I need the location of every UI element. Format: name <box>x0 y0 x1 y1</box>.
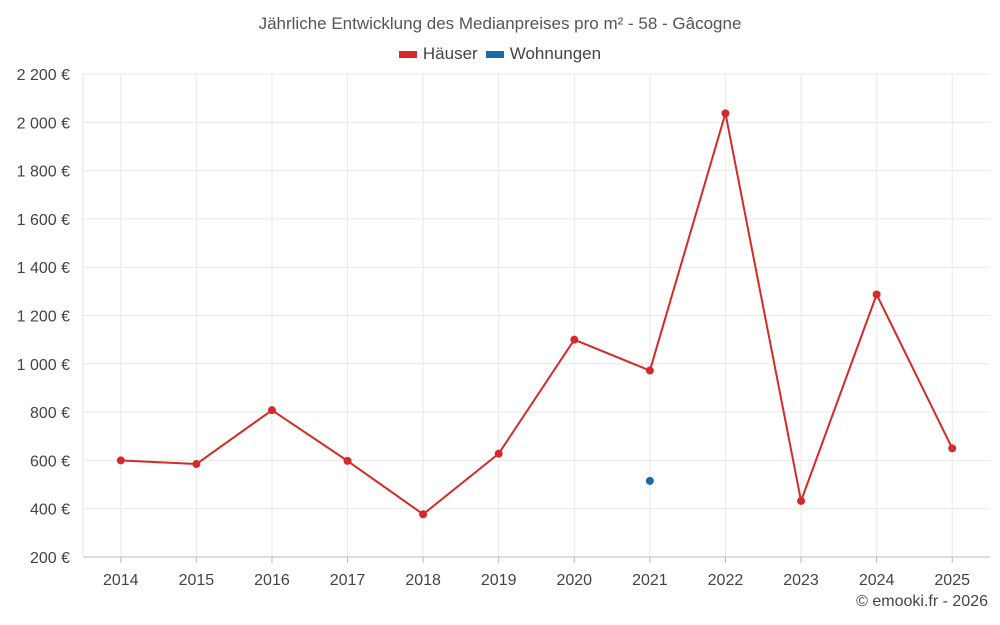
data-point-haeuser[interactable] <box>267 406 276 415</box>
data-point-haeuser[interactable] <box>721 109 730 118</box>
legend-item-haeuser[interactable]: Häuser <box>398 44 478 64</box>
x-tick-label: 2025 <box>934 572 970 589</box>
x-tick-label: 2014 <box>103 572 139 589</box>
y-tick-label: 1 200 € <box>17 309 70 326</box>
x-tick-label: 2016 <box>254 572 290 589</box>
x-tick-label: 2015 <box>179 572 215 589</box>
data-point-haeuser[interactable] <box>948 444 957 453</box>
y-tick-label: 1 600 € <box>17 212 70 229</box>
chart-title: Jährliche Entwicklung des Medianpreises … <box>258 14 742 33</box>
data-point-haeuser[interactable] <box>872 290 881 299</box>
y-tick-label: 800 € <box>30 405 70 422</box>
x-tick-label: 2017 <box>330 572 366 589</box>
series-line-haeuser <box>120 112 954 516</box>
data-point-haeuser[interactable] <box>419 510 428 519</box>
x-tick-label: 2021 <box>632 572 668 589</box>
series-layer <box>116 109 957 519</box>
credit-text: © emooki.fr - 2026 <box>856 593 988 610</box>
x-tick-label: 2020 <box>556 572 592 589</box>
x-tick-label: 2018 <box>405 572 441 589</box>
axes: 200 € 400 € 600 € 800 € 1 000 € 1 200 € 1 400 … <box>17 67 990 589</box>
y-tick-label: 400 € <box>30 502 70 519</box>
data-point-wohnungen[interactable] <box>645 476 654 485</box>
data-point-haeuser[interactable] <box>343 456 352 465</box>
legend-swatch-wohnungen <box>485 50 504 58</box>
x-tick-label: 2022 <box>708 572 744 589</box>
x-tick-label: 2023 <box>783 572 819 589</box>
legend-item-wohnungen[interactable]: Wohnungen <box>485 44 602 64</box>
data-point-haeuser[interactable] <box>192 460 201 469</box>
y-tick-label: 2 200 € <box>17 67 70 84</box>
x-tick-label: 2019 <box>481 572 517 589</box>
y-tick-label: 1 000 € <box>17 357 70 374</box>
y-tick-label: 1 400 € <box>17 260 70 277</box>
data-point-haeuser[interactable] <box>645 366 654 375</box>
x-tick-label: 2024 <box>859 572 895 589</box>
y-tick-label: 1 800 € <box>17 164 70 181</box>
data-point-haeuser[interactable] <box>797 496 806 505</box>
y-tick-label: 2 000 € <box>17 115 70 132</box>
y-tick-label: 600 € <box>30 453 70 470</box>
chart-legend: Häuser Wohnungen <box>0 44 1000 64</box>
legend-swatch-haeuser <box>398 50 417 58</box>
data-point-haeuser[interactable] <box>116 456 125 465</box>
grid <box>83 73 990 558</box>
legend-label-wohnungen: Wohnungen <box>509 44 602 63</box>
legend-label-haeuser: Häuser <box>422 44 478 63</box>
data-point-haeuser[interactable] <box>494 449 503 458</box>
y-tick-label: 200 € <box>30 550 70 567</box>
data-point-haeuser[interactable] <box>570 335 579 344</box>
